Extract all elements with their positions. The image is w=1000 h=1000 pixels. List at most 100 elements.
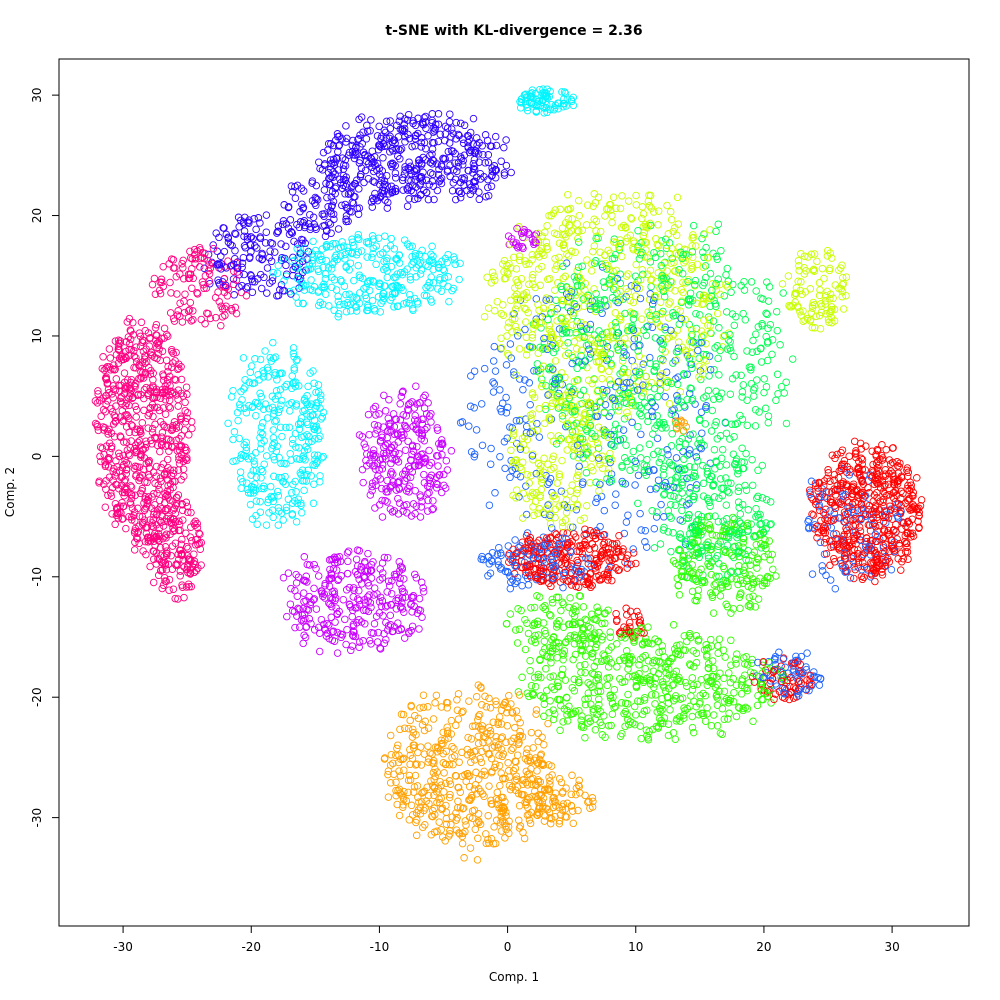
- data-point: [430, 757, 438, 765]
- data-point: [439, 265, 447, 273]
- data-point: [597, 365, 606, 374]
- data-point: [511, 536, 519, 544]
- data-point: [474, 732, 483, 741]
- data-point: [648, 323, 657, 332]
- data-point: [545, 500, 553, 508]
- data-point: [496, 781, 504, 790]
- data-point: [316, 472, 324, 480]
- data-point: [424, 703, 432, 711]
- data-point: [695, 362, 703, 370]
- data-point: [107, 489, 115, 497]
- data-point: [397, 392, 406, 401]
- data-point: [685, 660, 694, 668]
- data-point: [758, 461, 767, 470]
- data-point: [327, 613, 336, 622]
- data-point: [609, 267, 617, 276]
- data-point: [548, 599, 557, 607]
- data-point: [753, 376, 761, 384]
- data-point: [546, 673, 554, 681]
- data-point: [557, 606, 565, 615]
- data-point: [413, 782, 422, 790]
- data-point: [371, 402, 380, 411]
- data-point: [381, 496, 389, 505]
- data-point: [594, 687, 602, 696]
- data-point: [297, 501, 305, 510]
- data-point: [547, 402, 556, 411]
- data-point: [436, 273, 444, 282]
- data-point: [447, 125, 456, 133]
- data-point: [417, 578, 426, 587]
- data-point: [442, 456, 451, 465]
- data-point: [669, 621, 678, 629]
- data-point: [743, 522, 752, 530]
- data-point: [343, 298, 352, 307]
- data-point: [621, 634, 629, 642]
- data-point: [686, 384, 694, 392]
- data-point: [546, 697, 554, 705]
- data-point: [424, 282, 432, 290]
- data-point: [589, 202, 597, 210]
- data-point: [405, 816, 414, 824]
- data-point: [486, 569, 495, 577]
- data-point: [687, 384, 696, 393]
- data-point: [685, 462, 694, 471]
- data-point: [424, 399, 432, 407]
- data-point: [799, 307, 807, 315]
- data-point: [278, 253, 286, 262]
- data-point: [778, 675, 786, 683]
- data-point: [624, 270, 632, 278]
- data-point: [141, 504, 150, 513]
- data-point: [275, 405, 284, 413]
- data-point: [259, 405, 268, 413]
- data-point: [143, 478, 151, 487]
- data-point: [378, 461, 387, 469]
- data-point: [572, 505, 581, 514]
- data-point: [512, 416, 521, 425]
- data-point: [466, 402, 475, 411]
- data-point: [701, 420, 710, 428]
- data-point: [507, 354, 516, 362]
- data-point: [600, 506, 609, 515]
- data-point: [707, 589, 715, 597]
- data-point: [813, 257, 821, 266]
- data-point: [604, 663, 613, 671]
- data-point: [593, 494, 601, 503]
- data-point: [412, 574, 421, 582]
- data-point: [730, 352, 738, 361]
- data-point: [277, 281, 286, 289]
- data-point: [283, 380, 291, 389]
- data-point: [635, 352, 643, 361]
- data-point: [113, 509, 122, 518]
- data-point: [692, 309, 700, 318]
- data-point: [440, 274, 449, 282]
- data-point: [164, 362, 172, 371]
- data-point: [539, 603, 547, 612]
- data-point: [347, 646, 355, 655]
- data-point: [354, 261, 362, 270]
- data-point: [555, 239, 564, 247]
- data-point: [658, 334, 667, 343]
- data-point: [535, 755, 544, 764]
- data-point: [257, 428, 265, 437]
- data-point: [406, 273, 415, 281]
- data-point: [116, 337, 125, 345]
- data-point: [273, 487, 282, 496]
- data-point: [110, 366, 119, 374]
- data-point: [484, 572, 492, 580]
- data-point: [534, 737, 543, 746]
- data-point: [748, 455, 756, 464]
- data-point: [778, 280, 787, 288]
- data-point: [541, 812, 549, 820]
- data-point: [667, 442, 676, 450]
- data-point: [467, 372, 475, 380]
- data-point: [406, 716, 414, 725]
- data-point: [678, 466, 686, 474]
- data-point: [728, 551, 736, 560]
- data-point: [331, 184, 340, 193]
- data-point: [396, 725, 404, 734]
- data-point: [537, 382, 546, 391]
- data-point: [726, 435, 734, 443]
- data-point: [263, 289, 271, 297]
- data-point: [516, 718, 524, 727]
- data-point: [288, 188, 297, 196]
